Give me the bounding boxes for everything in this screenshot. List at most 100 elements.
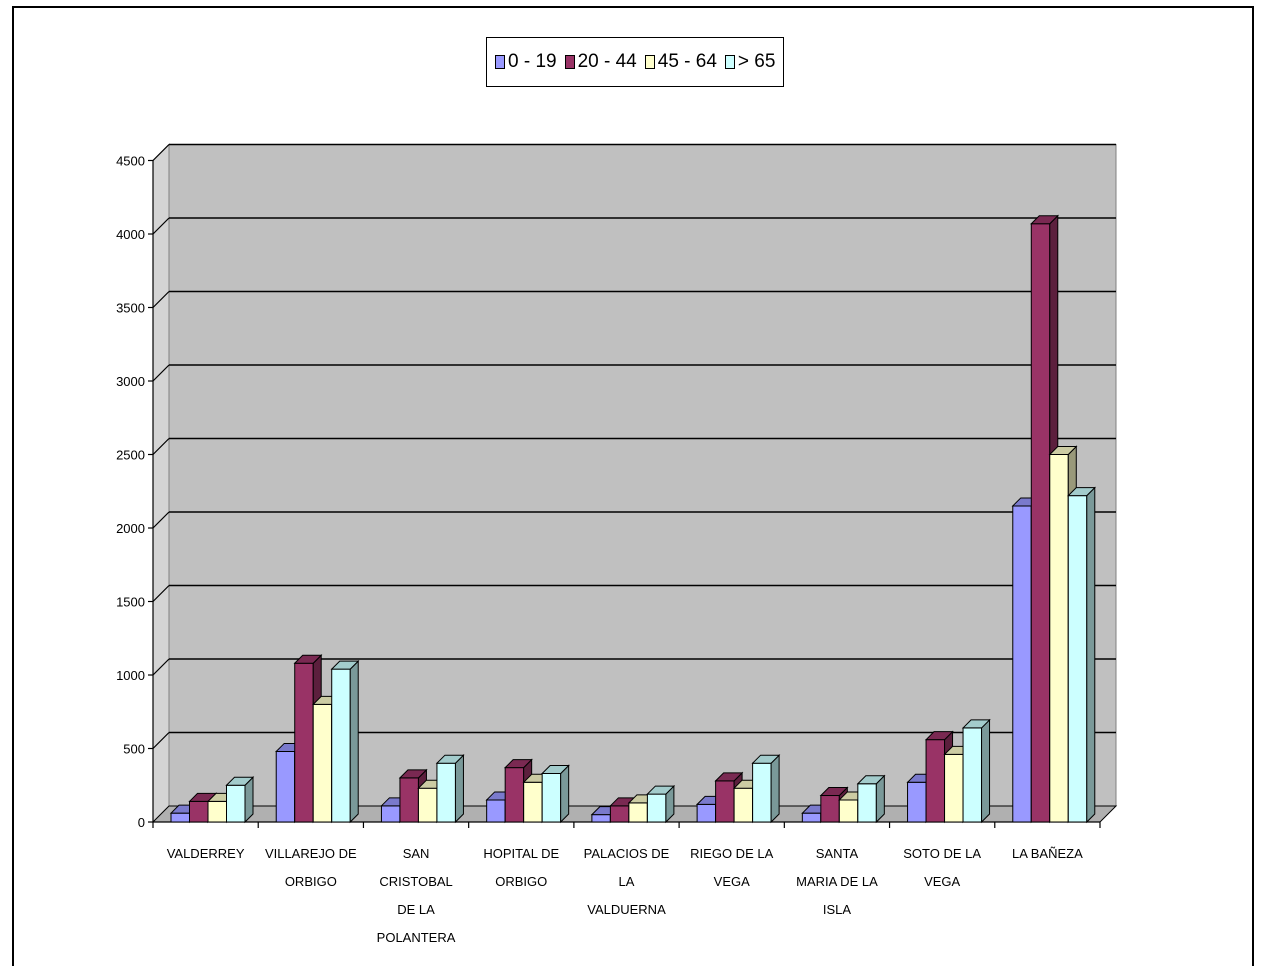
bar-top [856,775,886,785]
bar-top [1067,487,1096,497]
bar [207,800,227,823]
category-label: SAN CRISTOBAL DE LA POLANTERA [377,846,456,945]
bar [1012,505,1032,823]
y-tick-label: 4000 [116,227,145,242]
bar-side [349,659,359,824]
category-label: HOPITAL DE ORBIGO [483,846,559,889]
legend-swatch-0-19 [495,55,505,69]
bar [1049,454,1069,823]
y-tick-label: 2500 [116,448,145,463]
bar [628,802,648,823]
bar [715,780,735,823]
bar-side [454,753,464,824]
side-wall [152,143,170,824]
category-label: VILLAREJO DE ORBIGO [265,846,357,889]
bar [504,767,525,823]
legend-label-20-44: 20 - 44 [577,51,637,72]
y-tick-label: 0 [138,815,145,830]
y-tick-label: 1500 [116,595,145,610]
bar-top [819,787,849,797]
bar [752,762,772,823]
legend-label-over-65: > 65 [737,51,776,72]
bar-top [714,772,744,782]
bar-top [435,754,465,764]
bar-top [293,654,323,664]
bar-top [1030,215,1059,225]
bar [609,805,630,823]
bar [591,814,611,823]
gridline-depth [152,291,170,308]
legend-item-0-19: 0 - 19 [495,51,557,73]
gridline-depth [152,511,170,529]
bar-top [1048,446,1078,455]
bar-side [560,764,570,824]
bar-top [924,731,954,741]
bar [189,800,209,823]
category-label: RIEGO DE LA VEGA [690,846,773,889]
bar-top [646,785,676,795]
bar-top [751,754,781,764]
bar [820,795,840,823]
bar [646,793,667,823]
bar-top [225,776,255,786]
bar-side [770,753,780,824]
bar [417,787,438,823]
bar [294,662,314,823]
bar-top [503,759,533,769]
legend-item-20-44: 20 - 44 [564,51,637,73]
bar [733,787,754,823]
y-tick-label: 4500 [116,154,145,169]
bar-top [961,719,991,729]
bar [696,803,717,823]
category-label: LA BAÑEZA [1012,846,1083,861]
legend-swatch-45-64 [644,55,655,69]
bar [962,727,983,823]
legend-swatch-20-44 [564,55,575,69]
bar-top [330,660,360,670]
bar-top [398,769,428,779]
gridline-depth [152,585,170,602]
bar [541,772,562,823]
y-tick-label: 3000 [116,374,145,389]
bar [436,762,456,823]
y-tick-label: 500 [123,742,145,757]
bar [399,777,419,823]
bar [838,799,859,823]
y-tick-label: 1000 [116,668,145,683]
bar [226,784,246,823]
bar [486,799,506,823]
gridline-depth [152,732,170,749]
gridline-depth [152,364,170,382]
y-tick-label: 3500 [116,301,145,316]
bar [1030,223,1051,823]
y-tick-label: 2000 [116,521,145,536]
bar [380,805,401,823]
gridline-depth [152,438,170,455]
bar-side [981,718,991,824]
bar-side [1086,486,1096,824]
bar [331,668,351,823]
category-label: SOTO DE LA VEGA [903,846,981,889]
legend-item-over-65: > 65 [724,51,776,73]
bar-top [540,764,570,774]
bar [170,812,190,823]
bar [925,739,946,823]
category-label: VALDERREY [167,846,245,861]
gridline-depth [152,144,170,161]
bar [857,783,877,823]
legend-item-45-64: 45 - 64 [644,51,717,73]
bar [907,781,927,823]
category-label: PALACIOS DE LA VALDUERNA [584,846,670,917]
bar [1067,495,1088,823]
legend-swatch-over-65 [724,55,735,69]
legend: 0 - 19 20 - 44 45 - 64 > 65 [486,37,785,87]
bar [275,750,296,823]
legend-label-45-64: 45 - 64 [657,51,717,72]
bar [312,703,333,823]
legend-label-0-19: 0 - 19 [508,51,557,72]
bar [523,781,543,823]
bar [801,812,822,823]
gridline-depth [152,658,170,676]
gridline-depth [152,217,170,235]
